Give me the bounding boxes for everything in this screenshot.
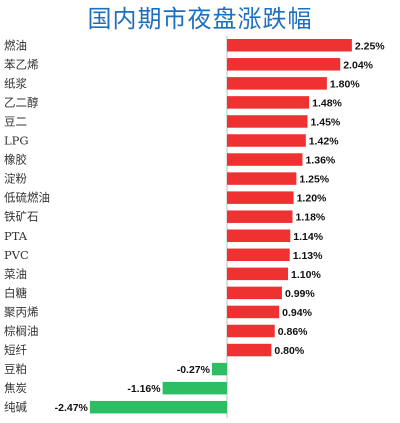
value-label: 0.86% (278, 326, 308, 338)
value-label: -0.27% (177, 364, 211, 376)
value-label: 1.42% (309, 136, 339, 148)
value-label: 1.36% (305, 155, 335, 167)
category-label: 铁矿石 (4, 210, 39, 224)
bar-12 (227, 267, 289, 281)
bar-4 (227, 115, 308, 128)
category-label: 苯乙烯 (4, 57, 39, 71)
category-label: 纯碱 (4, 400, 27, 414)
bar-7 (227, 172, 297, 185)
category-label: 豆二 (4, 114, 27, 128)
value-label: 0.80% (274, 345, 304, 357)
category-label: 橡胶 (4, 153, 27, 167)
bar-15 (227, 324, 275, 338)
category-label: 乙二醇 (4, 95, 39, 109)
category-label: LPG (4, 134, 29, 148)
value-label: 2.25% (355, 40, 385, 52)
bar-19 (89, 400, 227, 414)
bar-0 (227, 39, 352, 52)
value-label: 1.14% (293, 231, 323, 243)
category-label: PVC (4, 248, 29, 262)
value-label: 1.48% (312, 97, 342, 109)
value-label: 0.99% (285, 288, 315, 300)
category-label: 菜油 (4, 267, 27, 281)
category-label: PTA (4, 229, 28, 243)
category-label: 棕榈油 (4, 324, 39, 338)
category-label: 聚丙烯 (4, 305, 39, 319)
bar-6 (227, 153, 303, 166)
value-label: 1.13% (293, 250, 323, 262)
category-label: 豆粕 (4, 362, 27, 376)
bar-5 (227, 134, 306, 147)
bar-11 (227, 248, 290, 262)
value-label: 0.94% (282, 307, 312, 319)
category-label: 白糖 (4, 286, 27, 300)
chart-title: 国内期市夜盘涨跌幅 (87, 5, 313, 33)
bar-9 (227, 210, 293, 223)
value-label: 1.45% (310, 116, 340, 128)
value-label: 1.25% (299, 174, 329, 186)
category-label: 焦炭 (4, 381, 27, 395)
value-label: 1.18% (295, 212, 325, 224)
value-label: -1.16% (127, 383, 161, 395)
value-label: 2.04% (343, 59, 373, 71)
value-label: 1.80% (330, 78, 360, 90)
bar-13 (227, 286, 282, 300)
category-label: 淀粉 (4, 172, 27, 186)
category-label: 燃油 (4, 38, 27, 52)
bar-8 (227, 191, 294, 204)
bar-2 (227, 77, 327, 90)
category-label: 纸浆 (4, 76, 27, 90)
bar-16 (227, 343, 272, 357)
value-label: 1.20% (297, 193, 327, 205)
category-label: 低硫燃油 (4, 191, 50, 205)
value-label: 1.10% (291, 269, 321, 281)
bar-10 (227, 229, 291, 242)
bar-18 (162, 381, 227, 395)
bar-14 (227, 305, 280, 319)
bar-17 (212, 362, 227, 376)
category-label: 短纤 (4, 343, 27, 357)
value-label: -2.47% (55, 402, 89, 414)
bar-1 (227, 58, 341, 71)
bar-3 (227, 96, 310, 109)
